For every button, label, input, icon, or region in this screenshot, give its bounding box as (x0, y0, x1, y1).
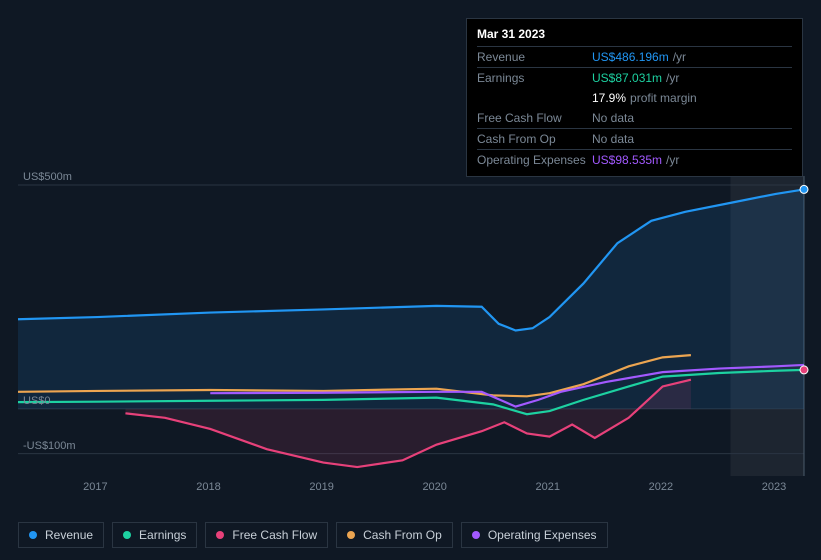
tooltip-label: Free Cash Flow (477, 109, 592, 127)
legend-label: Free Cash Flow (232, 528, 317, 542)
legend-item[interactable]: Earnings (112, 522, 197, 548)
tooltip-row: Cash From OpNo data (477, 128, 792, 149)
legend-item[interactable]: Free Cash Flow (205, 522, 328, 548)
legend-item[interactable]: Cash From Op (336, 522, 453, 548)
tooltip-label: Operating Expenses (477, 151, 592, 169)
y-axis-label: US$500m (23, 171, 72, 183)
tooltip-value: US$98.535m/yr (592, 151, 679, 169)
tooltip-value: US$486.196m/yr (592, 48, 686, 66)
x-axis-label: 2021 (536, 481, 560, 493)
tooltip-label (477, 89, 592, 107)
tooltip-label: Revenue (477, 48, 592, 66)
x-axis-label: 2018 (196, 481, 220, 493)
hover-tooltip: Mar 31 2023 RevenueUS$486.196m/yrEarning… (466, 18, 803, 177)
legend-dot-icon (472, 531, 480, 539)
y-axis-label: -US$100m (23, 440, 76, 452)
tooltip-row: Operating ExpensesUS$98.535m/yr (477, 149, 792, 170)
legend-dot-icon (29, 531, 37, 539)
tooltip-value: No data (592, 130, 634, 148)
tooltip-label: Cash From Op (477, 130, 592, 148)
x-axis-label: 2023 (762, 481, 786, 493)
legend-label: Cash From Op (363, 528, 442, 542)
legend-label: Revenue (45, 528, 93, 542)
tooltip-row: RevenueUS$486.196m/yr (477, 46, 792, 67)
legend-item[interactable]: Revenue (18, 522, 104, 548)
legend-label: Earnings (139, 528, 186, 542)
tooltip-value: No data (592, 109, 634, 127)
tooltip-row: EarningsUS$87.031m/yr (477, 67, 792, 88)
x-axis-label: 2022 (649, 481, 673, 493)
tooltip-rows: RevenueUS$486.196m/yrEarningsUS$87.031m/… (477, 46, 792, 170)
x-axis-label: 2020 (422, 481, 446, 493)
tooltip-value: 17.9%profit margin (592, 89, 697, 107)
legend-item[interactable]: Operating Expenses (461, 522, 608, 548)
y-axis-label: US$0 (23, 395, 51, 407)
x-axis-label: 2017 (83, 481, 107, 493)
tooltip-date: Mar 31 2023 (477, 25, 792, 43)
tooltip-value: US$87.031m/yr (592, 69, 679, 87)
legend-label: Operating Expenses (488, 528, 597, 542)
x-axis-label: 2019 (309, 481, 333, 493)
chart-container: { "tooltip": { "position": { "left": 466… (0, 0, 821, 560)
legend-dot-icon (123, 531, 131, 539)
legend-dot-icon (216, 531, 224, 539)
legend-dot-icon (347, 531, 355, 539)
tooltip-row: 17.9%profit margin (477, 88, 792, 108)
tooltip-row: Free Cash FlowNo data (477, 108, 792, 128)
legend: Revenue Earnings Free Cash Flow Cash From O… (18, 522, 608, 548)
tooltip-label: Earnings (477, 69, 592, 87)
